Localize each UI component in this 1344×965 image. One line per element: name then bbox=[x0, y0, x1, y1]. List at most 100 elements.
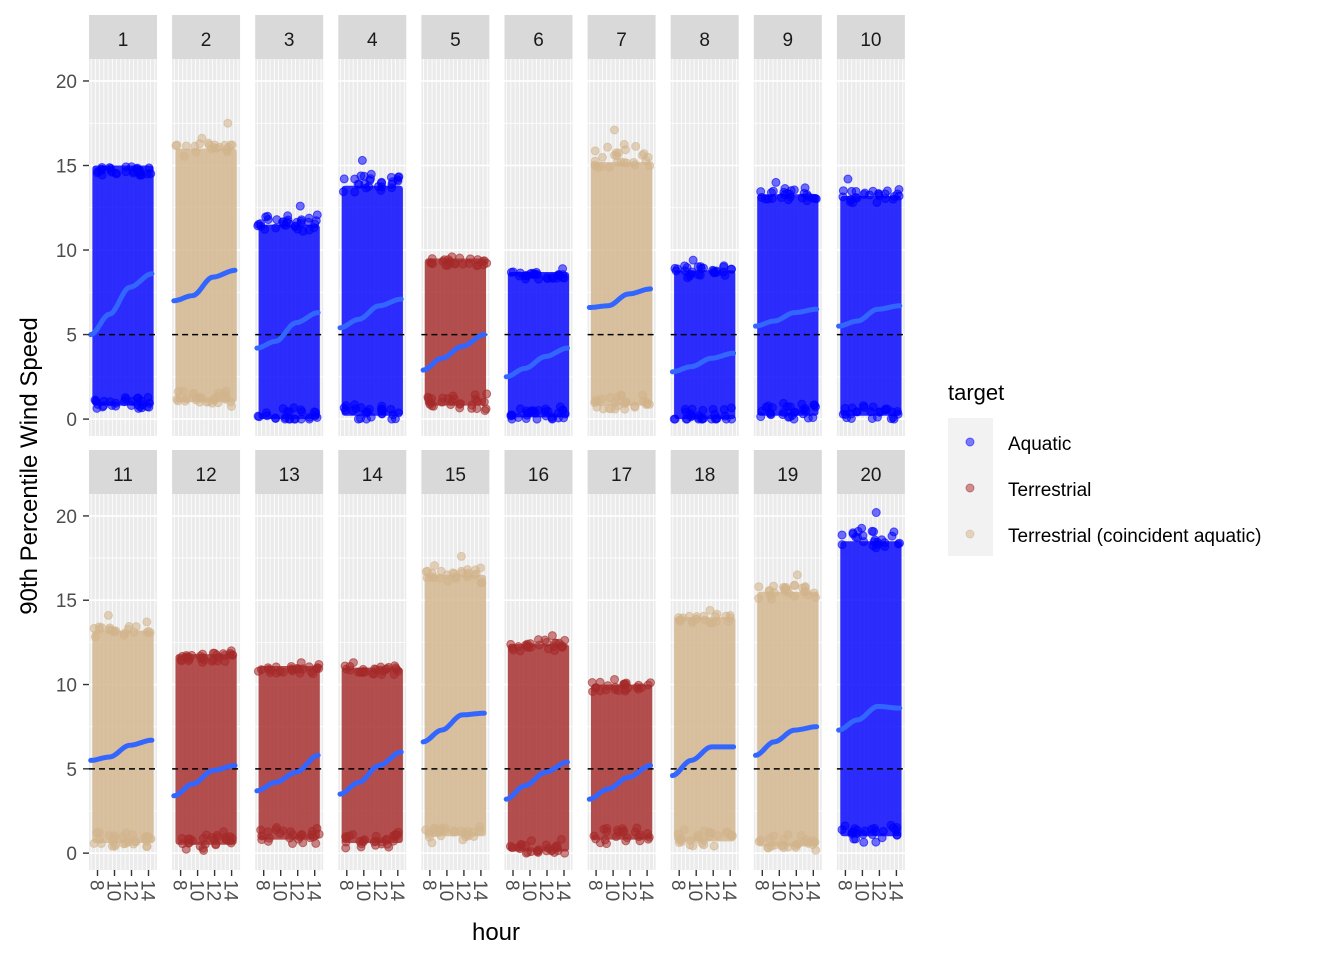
data-point bbox=[469, 831, 479, 841]
facet-strip-label: 10 bbox=[860, 30, 881, 51]
smooth-line bbox=[88, 737, 155, 763]
legend-label-aquatic: Aquatic bbox=[1008, 434, 1071, 455]
facet-strip bbox=[89, 450, 157, 494]
data-point bbox=[754, 582, 764, 592]
data-point bbox=[451, 572, 461, 582]
facet-panel-5: 5 bbox=[420, 15, 492, 436]
data-point bbox=[859, 837, 869, 847]
data-point bbox=[644, 832, 654, 842]
data-point bbox=[533, 846, 543, 856]
point-band bbox=[175, 148, 237, 403]
data-point bbox=[597, 394, 607, 404]
x-tick-label: 8 bbox=[667, 880, 688, 891]
data-point bbox=[889, 527, 899, 537]
legend-title: target bbox=[948, 380, 1004, 405]
facet-strip bbox=[338, 15, 407, 59]
smooth-line bbox=[836, 703, 903, 733]
data-point bbox=[781, 584, 791, 594]
data-point bbox=[756, 835, 766, 845]
data-point bbox=[620, 399, 630, 409]
legend-label-terrestrial-coincident: Terrestrial (coincident aquatic) bbox=[1008, 526, 1261, 547]
outlier-point bbox=[223, 118, 233, 128]
data-point bbox=[691, 614, 701, 624]
data-point bbox=[427, 401, 437, 411]
facet-strip-label: 11 bbox=[113, 465, 133, 486]
data-point bbox=[476, 578, 486, 588]
data-point bbox=[427, 838, 437, 848]
x-tick-label: 8 bbox=[169, 880, 190, 891]
y-tick-label: 20 bbox=[56, 72, 77, 93]
data-point bbox=[868, 402, 878, 412]
data-point bbox=[676, 834, 686, 844]
facet-strip bbox=[504, 450, 573, 494]
data-point bbox=[131, 622, 141, 632]
data-point bbox=[310, 219, 320, 229]
x-tick-label: 14 bbox=[635, 880, 656, 902]
y-tick-label: 5 bbox=[66, 760, 77, 781]
data-point bbox=[638, 390, 648, 400]
data-point bbox=[603, 142, 613, 152]
data-point bbox=[551, 842, 561, 852]
facet-strip-label: 8 bbox=[699, 30, 710, 51]
x-tick-label: 8 bbox=[750, 880, 771, 891]
data-point bbox=[128, 839, 138, 849]
data-point bbox=[371, 831, 381, 841]
data-point bbox=[801, 406, 811, 416]
data-point bbox=[253, 411, 263, 421]
outlier-point bbox=[688, 255, 698, 265]
data-point bbox=[339, 174, 349, 184]
x-tick-label: 10 bbox=[767, 880, 788, 901]
data-point bbox=[769, 831, 779, 841]
data-point bbox=[90, 632, 100, 642]
data-point bbox=[726, 264, 736, 274]
data-point bbox=[871, 837, 881, 847]
data-point bbox=[109, 626, 119, 636]
facet-strip bbox=[836, 15, 905, 59]
x-tick-label: 14 bbox=[386, 880, 407, 902]
data-point bbox=[285, 833, 295, 843]
data-point bbox=[191, 147, 201, 157]
facet-strip-label: 16 bbox=[528, 465, 549, 486]
point-band bbox=[674, 270, 736, 420]
y-tick-label: 0 bbox=[66, 410, 77, 431]
data-point bbox=[312, 412, 322, 422]
data-point bbox=[754, 593, 764, 603]
data-point bbox=[787, 410, 797, 420]
data-point bbox=[465, 254, 475, 264]
x-tick-label: 8 bbox=[335, 880, 356, 891]
data-point bbox=[698, 263, 708, 273]
data-point bbox=[341, 843, 351, 853]
data-point bbox=[195, 139, 205, 149]
data-point bbox=[679, 825, 689, 835]
y-tick-label: 10 bbox=[56, 676, 77, 697]
data-point bbox=[480, 406, 490, 416]
data-point bbox=[616, 390, 626, 400]
data-point bbox=[172, 140, 182, 150]
data-point bbox=[478, 256, 488, 266]
data-point bbox=[179, 151, 189, 161]
data-point bbox=[840, 821, 850, 831]
y-tick-label: 15 bbox=[56, 591, 77, 612]
data-point bbox=[719, 262, 729, 272]
data-point bbox=[676, 615, 686, 625]
data-point bbox=[366, 412, 376, 422]
outlier-point bbox=[357, 155, 367, 165]
facet-panel-9: 9 bbox=[753, 15, 822, 436]
data-point bbox=[859, 402, 869, 412]
x-tick-label: 14 bbox=[718, 880, 739, 902]
data-point bbox=[602, 839, 612, 849]
data-point bbox=[850, 824, 860, 834]
data-point bbox=[871, 543, 881, 553]
data-point bbox=[596, 161, 606, 171]
data-point bbox=[644, 399, 654, 409]
data-point bbox=[180, 396, 190, 406]
data-point bbox=[275, 828, 285, 838]
y-tick-label: 20 bbox=[56, 507, 77, 528]
data-point bbox=[506, 267, 516, 277]
legend-key-aquatic bbox=[965, 437, 975, 447]
data-point bbox=[360, 835, 370, 845]
x-tick-label: 10 bbox=[518, 880, 539, 901]
